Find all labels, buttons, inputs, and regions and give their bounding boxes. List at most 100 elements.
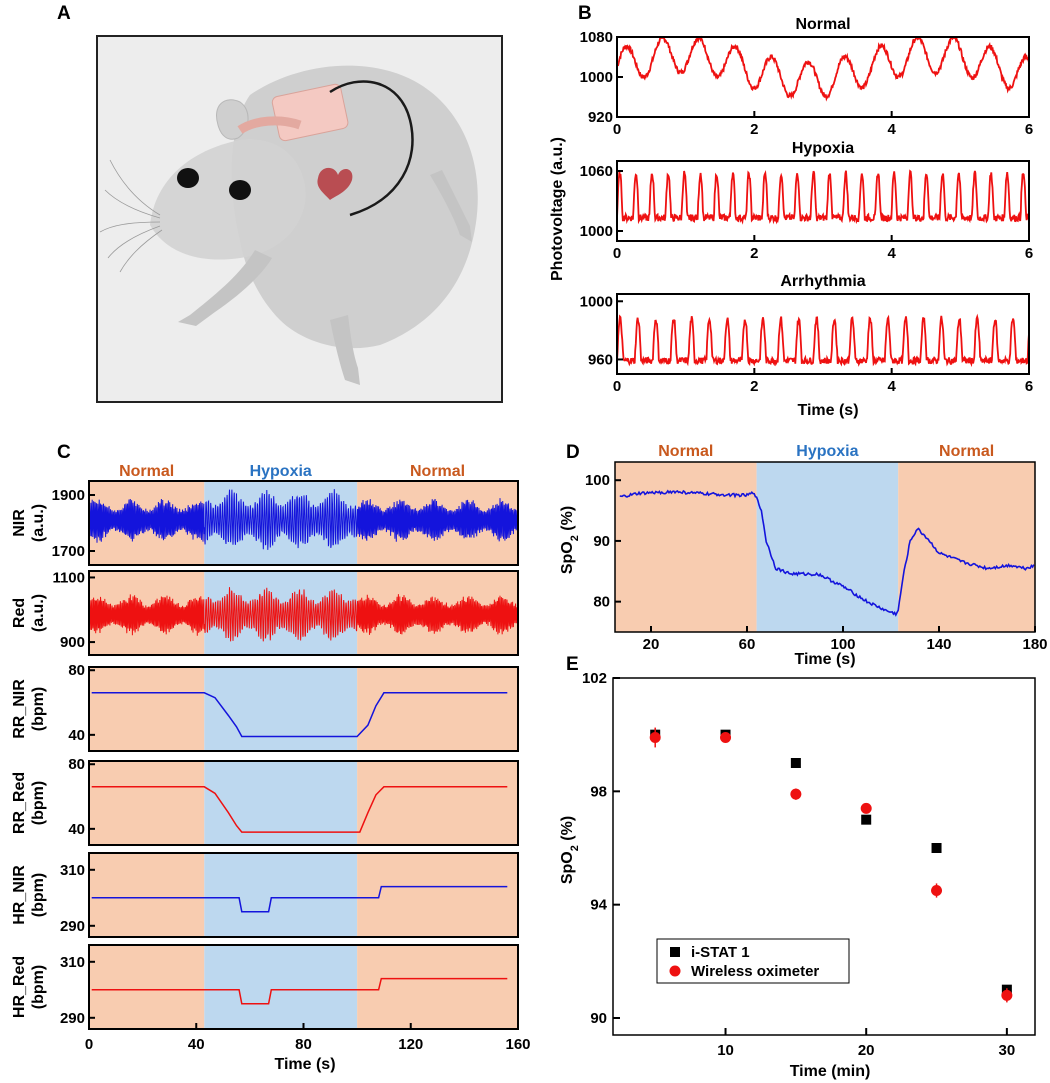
panel-b-xtick-0-3: 6 (1025, 121, 1033, 138)
panel-e-legend-label-1: Wireless oximeter (691, 963, 819, 980)
panel-c-ytick-5-1: 290 (60, 1010, 85, 1027)
rat-illustration-panel (96, 35, 503, 403)
panel-b-title-0: Normal (795, 16, 850, 33)
panel-c-region-label-1: Hypoxia (250, 463, 312, 480)
panel-c-trace-0 (88, 489, 519, 550)
panel-b-xtick-2-2: 4 (887, 378, 896, 395)
panel-b-xtick-0-2: 4 (887, 121, 896, 138)
panel-e-legend-marker-0 (670, 947, 680, 957)
panel-c-frame-4 (88, 852, 519, 938)
panel-e-frame (612, 677, 1036, 1036)
panel-e-ytick-3: 90 (590, 1010, 607, 1027)
panel-b-trace-1 (616, 169, 1030, 225)
panel-c-trace-5 (91, 977, 508, 1005)
panel-e-point-0-3 (861, 814, 872, 825)
panel-e-ytick-2: 94 (590, 897, 607, 914)
panel-b-xtick-1-2: 4 (887, 245, 896, 262)
panel-e-point-1-4 (931, 885, 943, 896)
panel-e-point-1-1 (720, 732, 732, 743)
panel-b-ytick-0-0: 1080 (580, 29, 613, 46)
panel-c-ytick-0-0: 1900 (52, 487, 85, 504)
rat-whiskers (99, 159, 163, 273)
panel-b-xtick-1-0: 0 (613, 245, 621, 262)
panel-c-region-label-2: Normal (410, 463, 465, 480)
panel-letter-a: A (57, 3, 71, 24)
rat-front-leg-2 (330, 315, 360, 385)
panel-d-ytick-1: 90 (593, 533, 610, 550)
panel-c-ytick-3-0: 80 (68, 756, 85, 773)
panel-b-ytick-0-1: 1000 (580, 69, 613, 86)
panel-b-xtick-0-0: 0 (613, 121, 621, 138)
panel-c-region-bg-5-0 (89, 945, 205, 1029)
panel-e-xtick-2: 30 (999, 1042, 1016, 1059)
panel-e-xtick-1: 20 (858, 1042, 875, 1059)
panel-c-xtick-4: 160 (505, 1036, 530, 1053)
panel-c-region-bg-4-2 (357, 853, 518, 937)
panel-b-xtick-1-3: 6 (1025, 245, 1033, 262)
panel-c-ylabel-1: Red (a.u.) (11, 594, 47, 632)
panel-e-comparison: Time (min) SpO2 (%) 102 98 94 90 10 20 30 i-STA… (559, 670, 1036, 1080)
panel-d-trace (619, 489, 1035, 617)
panel-c-region-bg-5-1 (204, 945, 358, 1029)
panel-b-ytick-2-1: 960 (588, 351, 613, 368)
panel-b-xtick-2-3: 6 (1025, 378, 1033, 395)
panel-c-trace-4 (91, 885, 508, 913)
panel-c-frame-0 (88, 480, 519, 566)
panel-b-ylabel: Photovoltage (a.u.) (549, 137, 566, 281)
panel-c-ytick-1-1: 900 (60, 634, 85, 651)
panel-d-xtick-1: 60 (739, 636, 756, 653)
rat-hind-leg (430, 170, 472, 242)
panel-c-ytick-4-0: 310 (60, 862, 85, 879)
panel-b-title-1: Hypoxia (792, 140, 854, 157)
panel-e-point-1-2 (790, 788, 802, 800)
panel-c-frame-3 (88, 760, 519, 846)
rat-heart (317, 167, 353, 200)
panel-e-point-1-3 (860, 802, 872, 814)
panel-d-xlabel: Time (s) (794, 651, 855, 668)
panel-d-region-label-2: Normal (939, 443, 994, 460)
panel-c-region-bg-2-0 (89, 667, 205, 751)
panel-letter-b: B (578, 3, 592, 24)
panel-e-xlabel: Time (min) (790, 1063, 871, 1080)
rat-eye-left (177, 168, 199, 188)
panel-b-trace-0 (616, 35, 1030, 102)
panel-e-xtick-0: 10 (717, 1042, 734, 1059)
panel-b-xtick-2-0: 0 (613, 378, 621, 395)
panel-c-ytick-1-0: 1100 (52, 569, 85, 586)
panel-c-ytick-2-0: 80 (68, 662, 85, 679)
panel-c-ytick-0-1: 1700 (52, 543, 85, 560)
panel-c-region-bg-3-2 (357, 761, 518, 845)
panel-e-legend-marker-1 (669, 965, 681, 977)
panel-b-xtick-1-1: 2 (750, 245, 758, 262)
panel-letter-e: E (566, 654, 579, 675)
panel-e-legend (656, 938, 850, 984)
panel-e-point-1-0 (649, 732, 661, 743)
rat-eye-right (229, 180, 251, 200)
panel-b-xtick-2-1: 2 (750, 378, 758, 395)
panel-c-region-bg-4-1 (204, 853, 358, 937)
panel-d-ylabel: SpO2 (%) (559, 506, 581, 574)
panel-c-region-bg-5-2 (357, 945, 518, 1029)
panel-d-spo2: Time (s) SpO2 (%) Normal Hypoxia Normal 100… (559, 443, 1048, 668)
oximeter-cable (329, 80, 414, 217)
panel-c-region-bg-4-0 (89, 853, 205, 937)
panel-c-frame-2 (88, 666, 519, 752)
panel-c-ylabel-5: HR_Red (bpm) (11, 956, 47, 1018)
panel-b-photovoltage: Photovoltage (a.u.) Time (s) Normal 1080 1… (549, 16, 1033, 419)
panel-c-signals: Time (s) Normal Hypoxia Normal 1900 1700 NIR(… (11, 463, 531, 1073)
panel-c-ylabel-2: RR_NIR (bpm) (11, 679, 47, 739)
panel-c-xtick-0: 0 (85, 1036, 93, 1053)
panel-d-region-bg-2 (898, 462, 1035, 632)
panel-c-ylabel-0: NIR (a.u.) (11, 504, 47, 542)
panel-c-region-bg-2-2 (357, 667, 518, 751)
panel-c-region-bg-3-1 (204, 761, 358, 845)
panel-d-region-label-1: Hypoxia (796, 443, 858, 460)
panel-e-ytick-1: 98 (590, 783, 607, 800)
panel-letter-d: D (566, 442, 580, 463)
panel-b-frame-2 (616, 293, 1030, 375)
panel-c-ytick-3-1: 40 (68, 821, 85, 838)
panel-c-trace-2 (91, 692, 508, 738)
panel-b-ytick-2-0: 1000 (580, 293, 613, 310)
panel-d-ytick-2: 80 (593, 594, 610, 611)
